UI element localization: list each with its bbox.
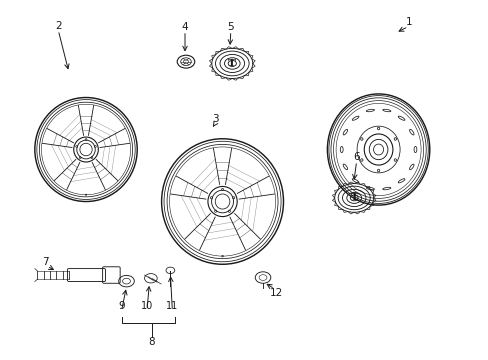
Text: 11: 11 (166, 301, 178, 311)
Text: T: T (350, 193, 357, 202)
Text: 4: 4 (182, 22, 188, 32)
Text: 1: 1 (405, 17, 412, 27)
Text: 5: 5 (227, 22, 234, 32)
Text: 9: 9 (118, 301, 124, 311)
Text: 2: 2 (55, 21, 61, 31)
Text: T: T (228, 59, 236, 68)
Text: 3: 3 (211, 114, 218, 124)
Text: 8: 8 (148, 337, 155, 347)
Text: 6: 6 (353, 152, 359, 162)
Text: 7: 7 (42, 257, 49, 267)
Text: 10: 10 (141, 301, 153, 311)
Text: 12: 12 (269, 288, 282, 298)
